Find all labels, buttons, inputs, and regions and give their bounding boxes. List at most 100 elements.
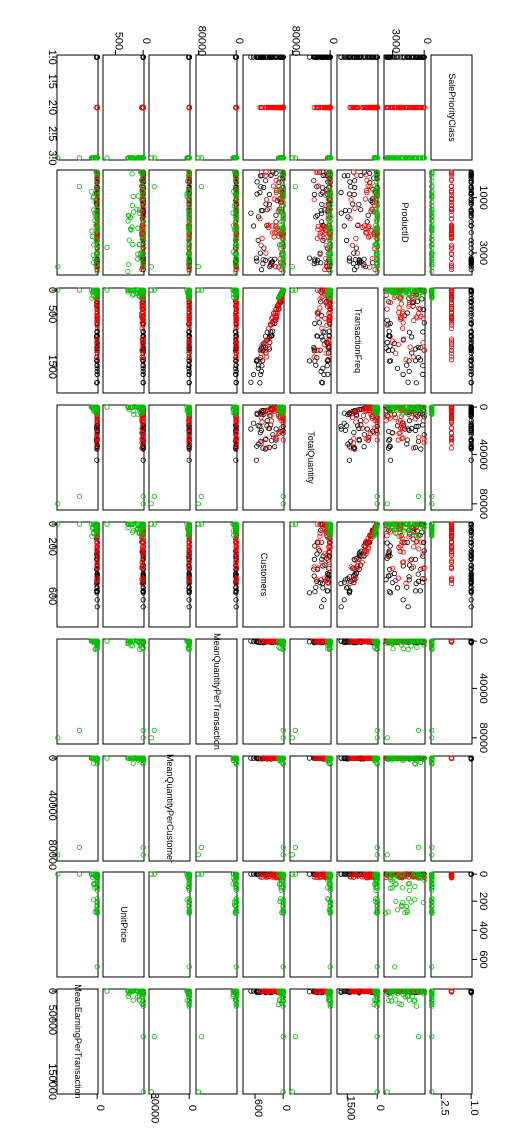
data-point: [135, 251, 141, 257]
data-point: [273, 104, 279, 111]
data-point: [258, 184, 264, 190]
data-point: [369, 255, 375, 262]
data-point: [345, 54, 351, 60]
data-point: [348, 54, 354, 60]
data-point: [415, 54, 422, 60]
data-point: [367, 264, 373, 270]
data-point: [76, 493, 83, 499]
data-point: [88, 189, 94, 195]
data-point: [354, 104, 360, 111]
data-point: [362, 196, 368, 202]
data-point: [353, 245, 359, 251]
data-point: [324, 363, 330, 369]
data-point: [358, 207, 364, 213]
data-point: [125, 155, 131, 161]
data-point: [407, 344, 413, 350]
data-point: [448, 347, 455, 353]
panel-r0-c8: SalePriorityClass: [430, 54, 473, 161]
data-point: [292, 155, 298, 161]
data-point: [278, 104, 284, 111]
panel-r2-c3: [195, 287, 239, 394]
data-point: [292, 287, 298, 293]
data-point: [356, 201, 362, 207]
data-point: [351, 104, 357, 111]
data-point: [263, 197, 270, 203]
panel-r3-c3: [195, 404, 239, 511]
panel-border: [102, 404, 145, 511]
data-point: [351, 191, 357, 198]
data-point: [386, 54, 392, 60]
data-point: [270, 183, 277, 189]
data-point: [421, 347, 427, 353]
data-point: [104, 404, 110, 410]
data-point: [405, 379, 411, 385]
data-point: [254, 179, 260, 185]
data-point: [363, 104, 370, 111]
data-point: [420, 329, 426, 335]
data-point: [373, 104, 380, 111]
data-point: [248, 426, 254, 432]
panel-r3-c2: [148, 404, 192, 511]
data-point: [394, 54, 401, 60]
data-point: [371, 155, 377, 161]
data-point: [346, 208, 353, 214]
panel-r1-c0: [55, 169, 100, 276]
data-point: [368, 54, 374, 60]
panel-r1-c6: [336, 169, 380, 276]
data-point: [352, 178, 358, 184]
data-point: [140, 501, 146, 507]
data-point: [327, 104, 333, 111]
panel-border: [195, 169, 238, 276]
panel-border: [56, 54, 99, 161]
data-point: [248, 54, 254, 60]
data-point: [273, 219, 279, 225]
data-point: [89, 233, 96, 239]
data-point: [348, 197, 354, 203]
data-point: [248, 210, 254, 216]
data-point: [266, 104, 272, 111]
data-point: [319, 185, 326, 191]
data-point: [399, 325, 406, 331]
data-point: [76, 287, 83, 293]
data-point: [186, 457, 192, 463]
panel-r1-c7: ProductID: [383, 169, 426, 276]
data-point: [260, 54, 267, 60]
data-point: [140, 371, 146, 377]
data-point: [258, 266, 265, 273]
data-point: [338, 54, 344, 60]
panel-r0-c2: [148, 54, 192, 161]
data-point: [289, 264, 295, 270]
panel-r3-c4: [242, 404, 286, 511]
panel-border: [102, 169, 145, 276]
data-point: [261, 245, 267, 251]
data-point: [365, 212, 371, 218]
data-point: [318, 210, 325, 216]
data-point: [264, 417, 270, 424]
data-point: [410, 54, 416, 60]
data-point: [406, 329, 413, 335]
data-point: [410, 354, 416, 360]
panel-border: [195, 287, 238, 394]
data-point: [317, 104, 323, 111]
variable-label: ProductID: [400, 202, 410, 243]
data-point: [420, 371, 426, 377]
data-point: [347, 179, 353, 185]
data-point: [347, 104, 353, 111]
data-point: [264, 54, 270, 60]
variable-label: TransactionFreq: [353, 308, 363, 373]
data-point: [125, 218, 131, 224]
data-point: [350, 260, 357, 267]
data-point: [129, 171, 135, 177]
data-point: [311, 197, 317, 203]
data-point: [274, 54, 280, 60]
data-point: [306, 358, 312, 364]
data-point: [468, 230, 474, 236]
data-point: [421, 320, 427, 326]
data-point: [384, 306, 390, 312]
panel-r3-c0: [55, 404, 100, 511]
data-point: [351, 54, 357, 60]
data-point: [324, 322, 330, 328]
panel-r1-c3: [195, 169, 239, 276]
panel-border: [102, 287, 145, 394]
panel-r0-c4: [242, 54, 286, 161]
